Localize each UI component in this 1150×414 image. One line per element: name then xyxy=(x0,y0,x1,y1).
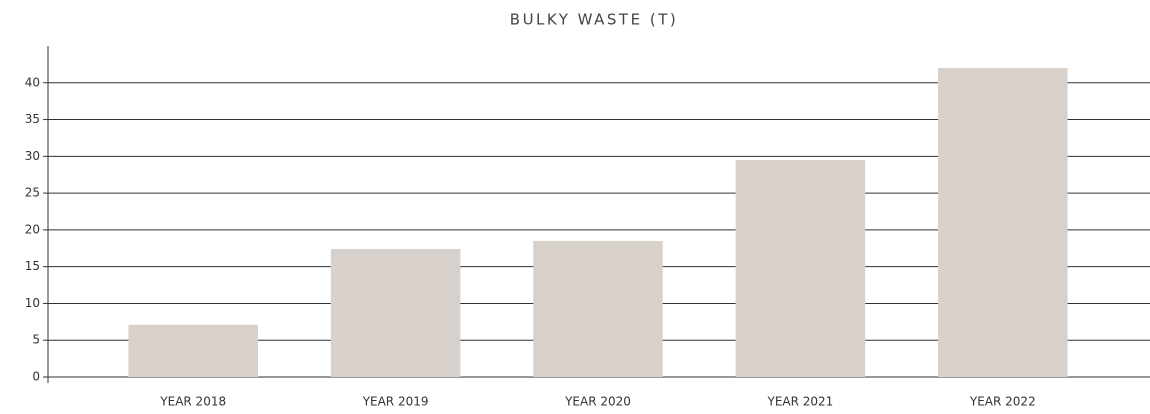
x-tick-label: YEAR 2020 xyxy=(564,395,631,409)
bar xyxy=(330,249,461,377)
bar xyxy=(938,68,1068,378)
y-tick-label: 40 xyxy=(25,75,40,89)
chart-title: BULKY WASTE (T) xyxy=(510,11,678,29)
x-tick-label: YEAR 2019 xyxy=(362,395,429,409)
y-tick-label: 15 xyxy=(25,259,40,273)
y-tick-label: 35 xyxy=(25,112,40,126)
y-tick-label: 30 xyxy=(25,149,40,163)
y-tick-label: 10 xyxy=(25,296,40,310)
bar xyxy=(533,240,663,377)
y-tick-label: 25 xyxy=(25,186,40,200)
bar xyxy=(128,324,258,377)
y-tick-label: 0 xyxy=(32,370,40,384)
x-tick-label: YEAR 2021 xyxy=(766,395,833,409)
x-tick-label: YEAR 2018 xyxy=(159,395,226,409)
bar xyxy=(735,160,866,377)
x-tick-label: YEAR 2022 xyxy=(969,395,1036,409)
y-tick-label: 20 xyxy=(25,222,40,236)
y-tick-label: 5 xyxy=(32,333,40,347)
